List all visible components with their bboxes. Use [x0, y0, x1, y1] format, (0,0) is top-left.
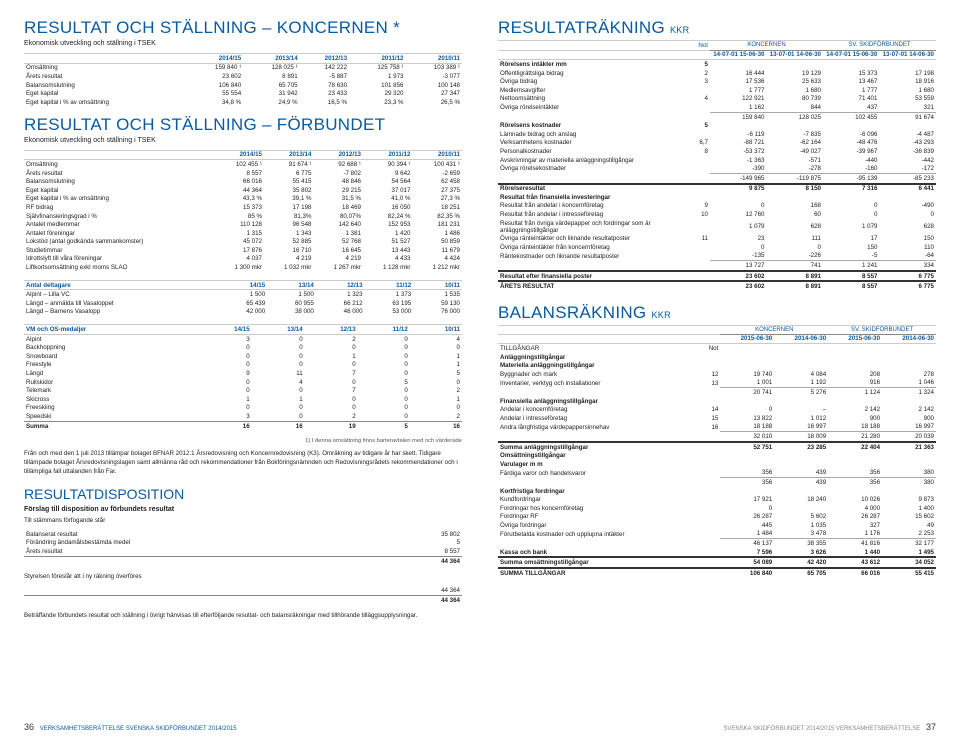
prop2-h: Styrelsen föreslår att i ny räkning över… [24, 573, 462, 582]
prop-h1: Förslag till disposition av förbundets r… [24, 506, 462, 513]
tbl-rr: Not KONCERNEN SV. SKIDFÖRBUNDET 14-07-01… [498, 40, 936, 291]
tbl-br: KONCERNEN SV. SKIDFÖRBUNDET 2015-06-3020… [498, 325, 936, 578]
h1-br: BALANSRÄKNING KKR [498, 303, 936, 323]
footer-right: SVENSKA SKIDFÖRBUNDET 2014/2015 VERKSAMH… [723, 722, 936, 732]
para-ref: Beträffande förbundets resultat och stäl… [24, 612, 462, 621]
prop-h2: Till stämmans förfogande står [24, 517, 462, 526]
para-k3: Från och med den 1 juli 2013 tillämpar b… [24, 450, 462, 476]
h1-rr: RESULTATRÄKNING KKR [498, 18, 689, 38]
h2-resultatdisp: RESULTATDISPOSITION [24, 486, 462, 502]
tbl-koncern: 2014/152013/142012/132011/122010/11 Omsä… [24, 53, 462, 107]
h1-forbund: RESULTAT OCH STÄLLNING – FÖRBUNDET [24, 115, 462, 135]
tbl-forbund: 2014/152013/142012/132011/122010/11 Omsä… [24, 150, 462, 272]
tbl-medaljer: VM och OS-medaljer14/1513/1412/1311/1210… [24, 324, 462, 430]
sub-koncern: Ekonomisk utveckling och ställning i TSE… [24, 40, 462, 47]
sub-forbund: Ekonomisk utveckling och ställning i TSE… [24, 137, 462, 144]
tbl-prop2: 44 36444 364 [24, 586, 462, 604]
footnote-1: 1) I denna omsättning finns barteravtale… [24, 438, 462, 444]
h1-koncern: RESULTAT OCH STÄLLNING – KONCERNEN * [24, 18, 462, 38]
tbl-prop: Balanserat resultat35 802Förändring ända… [24, 530, 462, 565]
tbl-deltagare: Antal deltagare14/1513/1412/1311/1210/11… [24, 280, 462, 316]
footer-left: 36 VERKSAMHETSBERÄTTELSE SVENSKA SKIDFÖR… [24, 722, 237, 732]
